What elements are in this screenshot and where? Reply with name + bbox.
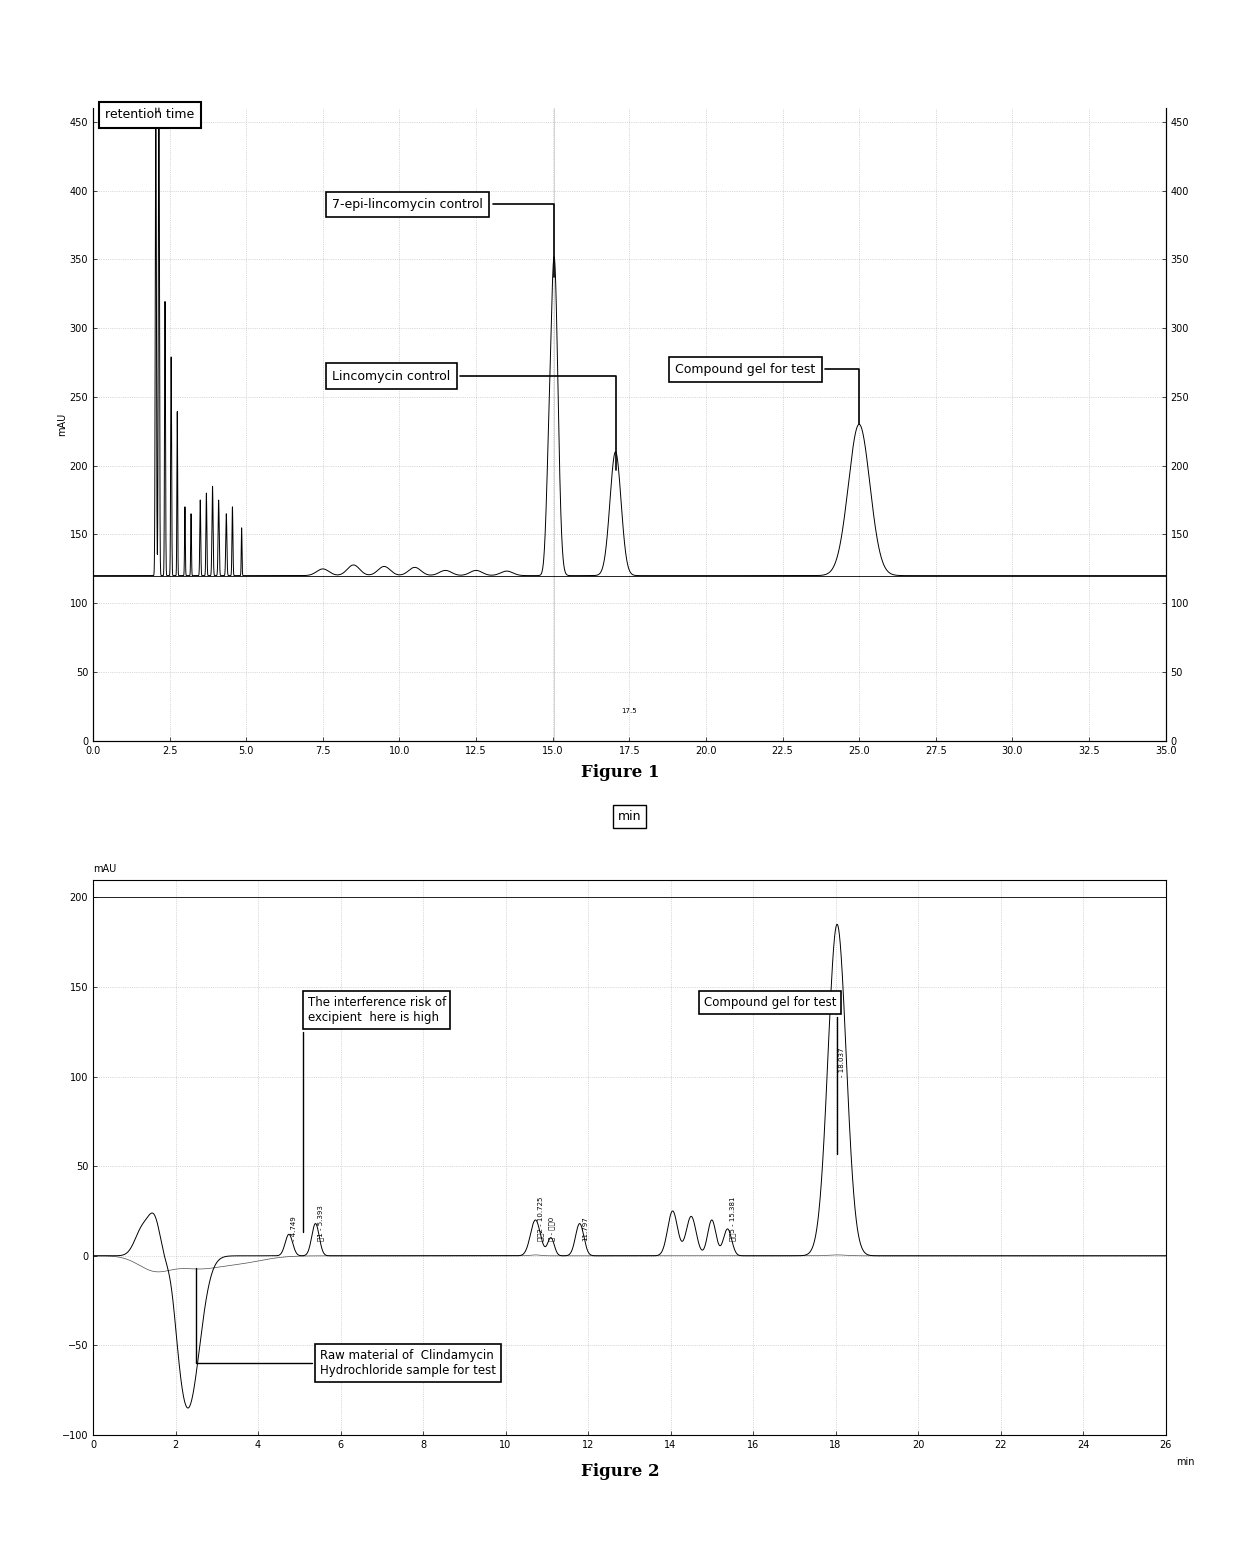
Y-axis label: mAU: mAU (57, 412, 67, 437)
Text: 17.5: 17.5 (621, 708, 637, 714)
Text: 化利5 - 15.381: 化利5 - 15.381 (729, 1197, 737, 1242)
Text: The interference risk of
excipient  here is high: The interference risk of excipient here … (304, 995, 445, 1231)
Text: min: min (618, 810, 641, 822)
Text: 化利2 - 10.725: 化利2 - 10.725 (537, 1197, 544, 1242)
Text: Compound gel for test: Compound gel for test (703, 995, 837, 1154)
Text: Figure 2: Figure 2 (580, 1463, 660, 1480)
Text: 化1 - 5.393: 化1 - 5.393 (317, 1205, 324, 1242)
Text: 化 - 化劒0: 化 - 化劒0 (549, 1217, 556, 1242)
Text: 11.797: 11.797 (582, 1217, 588, 1242)
Text: Figure 1: Figure 1 (580, 764, 660, 781)
Text: Compound gel for test: Compound gel for test (676, 363, 859, 424)
Text: min: min (1177, 1457, 1195, 1467)
Text: Raw material of  Clindamycin
Hydrochloride sample for test: Raw material of Clindamycin Hydrochlorid… (196, 1267, 496, 1376)
Text: - 4.749: - 4.749 (291, 1217, 296, 1242)
Text: retention time: retention time (105, 108, 195, 122)
Text: - 18.037: - 18.037 (839, 1048, 846, 1077)
Text: Lincomycin control: Lincomycin control (332, 370, 615, 469)
Text: 7-epi-lincomycin control: 7-epi-lincomycin control (332, 198, 554, 278)
Text: mAU: mAU (93, 864, 117, 873)
